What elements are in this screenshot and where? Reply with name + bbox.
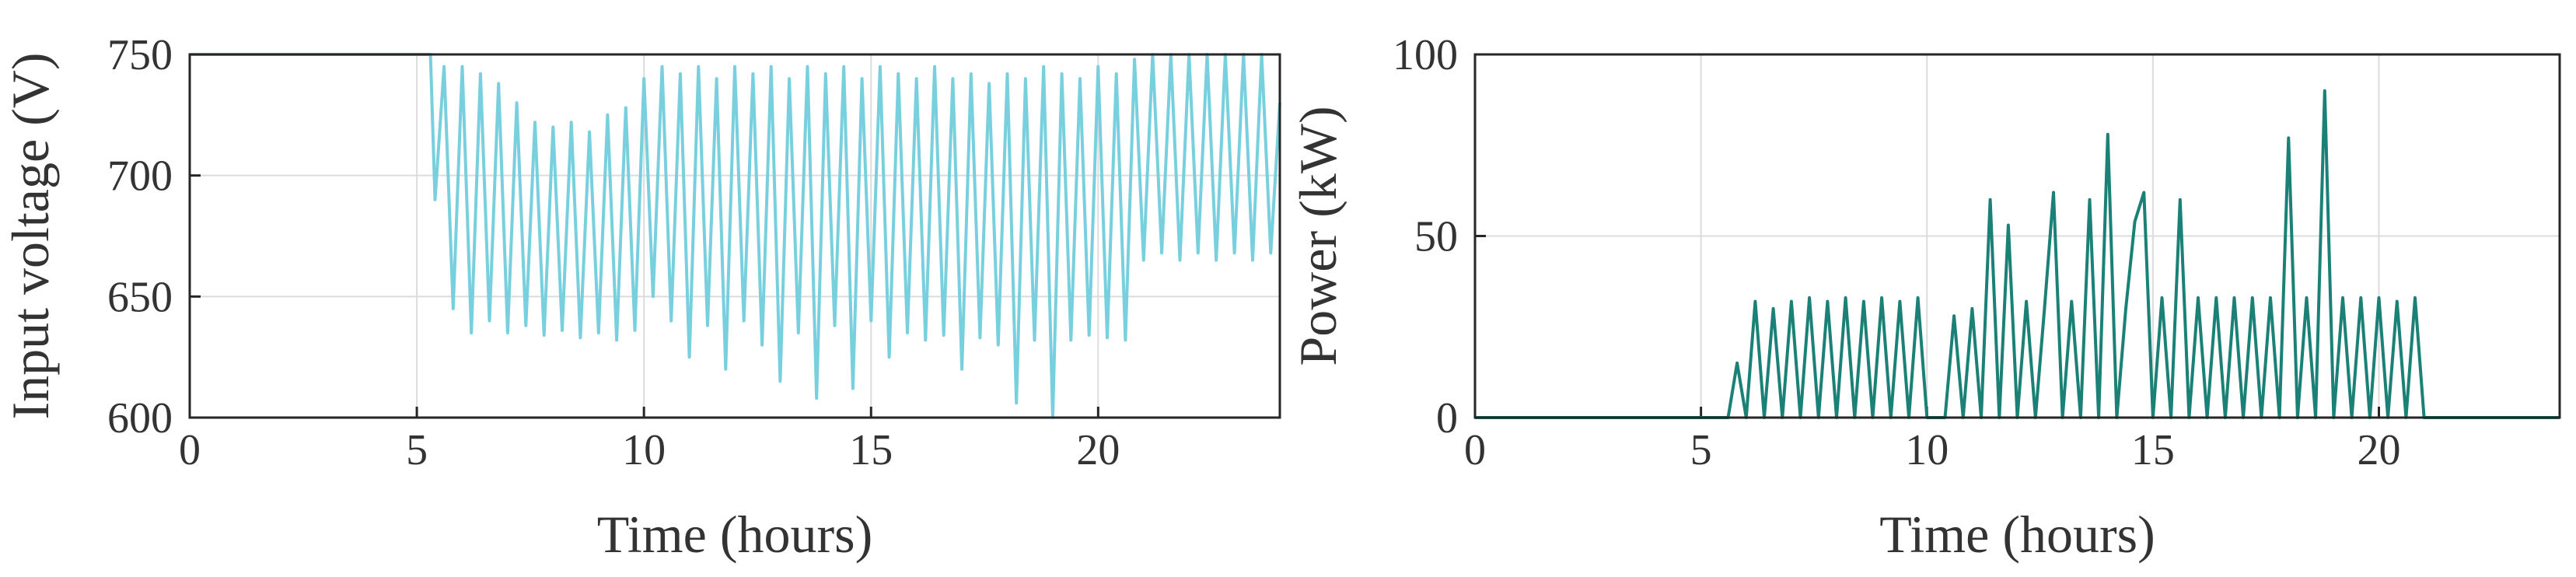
plot-frame — [188, 53, 1281, 419]
x-tick-label: 20 — [1076, 426, 1120, 474]
x-tick-label: 15 — [849, 426, 893, 474]
x-tick-label: 5 — [406, 426, 428, 474]
x-axis-label: Time (hours) — [1879, 505, 2155, 564]
y-tick-label: 100 — [1393, 31, 1458, 79]
x-tick-label: 10 — [622, 426, 666, 474]
y-tick-label: 650 — [107, 273, 173, 321]
y-axis-label: Input voltage (V) — [1, 52, 60, 419]
x-axis-label: Time (hours) — [597, 505, 873, 564]
plot-frame — [1473, 53, 2561, 419]
x-tick-label: 0 — [179, 426, 201, 474]
y-tick-label: 0 — [1436, 394, 1458, 442]
y-tick-label: 50 — [1414, 213, 1458, 261]
data-line — [190, 53, 1281, 419]
y-tick-label: 750 — [107, 31, 173, 79]
x-tick-label: 15 — [2131, 426, 2175, 474]
y-tick-label: 600 — [107, 394, 173, 442]
y-tick-label: 700 — [107, 152, 173, 201]
x-tick-label: 10 — [1905, 426, 1949, 474]
x-tick-label: 5 — [1690, 426, 1712, 474]
x-tick-label: 0 — [1464, 426, 1486, 474]
x-tick-label: 20 — [2358, 426, 2401, 474]
data-line — [1475, 89, 2560, 419]
y-axis-label: Power (kW) — [1288, 106, 1347, 365]
